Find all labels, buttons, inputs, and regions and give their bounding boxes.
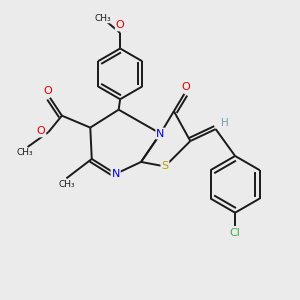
Text: O: O	[182, 82, 190, 92]
Text: O: O	[43, 86, 52, 96]
Text: H: H	[221, 118, 229, 128]
Text: Cl: Cl	[230, 228, 241, 238]
Text: CH₃: CH₃	[58, 180, 75, 189]
Text: CH₃: CH₃	[17, 148, 34, 158]
Text: N: N	[112, 169, 120, 179]
Text: N: N	[156, 129, 165, 139]
Text: O: O	[37, 127, 45, 136]
Text: O: O	[116, 20, 124, 31]
Text: S: S	[161, 161, 169, 171]
Text: CH₃: CH₃	[94, 14, 111, 22]
